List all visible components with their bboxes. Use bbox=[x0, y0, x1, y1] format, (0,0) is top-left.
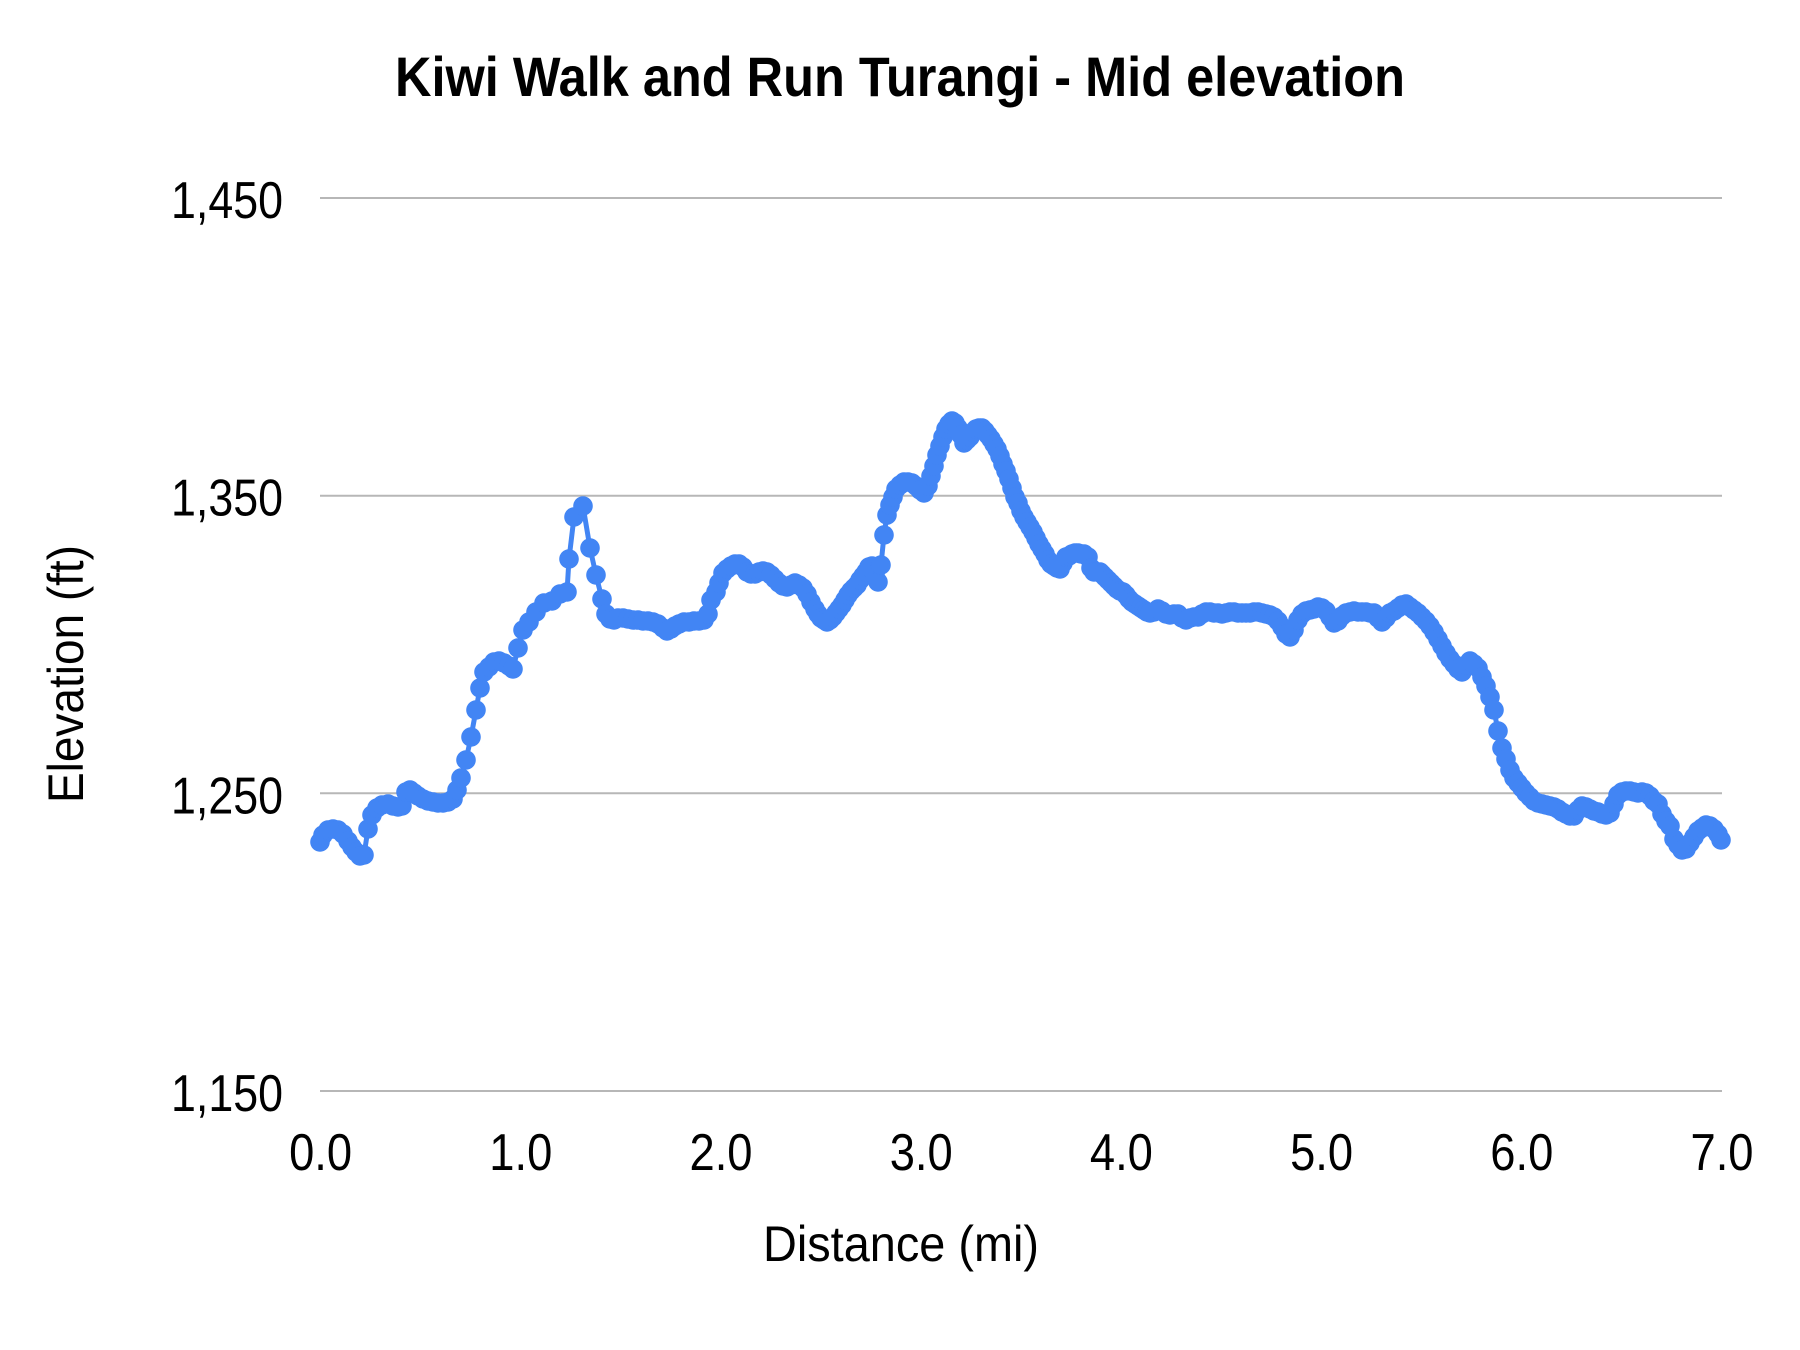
svg-text:1.0: 1.0 bbox=[489, 1124, 552, 1182]
svg-text:7.0: 7.0 bbox=[1691, 1124, 1754, 1182]
svg-text:2.0: 2.0 bbox=[690, 1124, 753, 1182]
svg-text:Distance (mi): Distance (mi) bbox=[763, 1216, 1039, 1272]
svg-text:4.0: 4.0 bbox=[1090, 1124, 1153, 1182]
svg-text:1,450: 1,450 bbox=[171, 172, 283, 230]
svg-text:Elevation (ft): Elevation (ft) bbox=[38, 545, 94, 803]
svg-text:Kiwi Walk and Run Turangi - Mi: Kiwi Walk and Run Turangi - Mid elevatio… bbox=[395, 45, 1405, 108]
svg-text:5.0: 5.0 bbox=[1290, 1124, 1353, 1182]
svg-text:6.0: 6.0 bbox=[1490, 1124, 1553, 1182]
svg-text:1,150: 1,150 bbox=[171, 1065, 283, 1123]
svg-text:3.0: 3.0 bbox=[890, 1124, 953, 1182]
svg-text:0.0: 0.0 bbox=[289, 1124, 352, 1182]
svg-text:1,350: 1,350 bbox=[171, 470, 283, 528]
svg-text:1,250: 1,250 bbox=[171, 767, 283, 825]
